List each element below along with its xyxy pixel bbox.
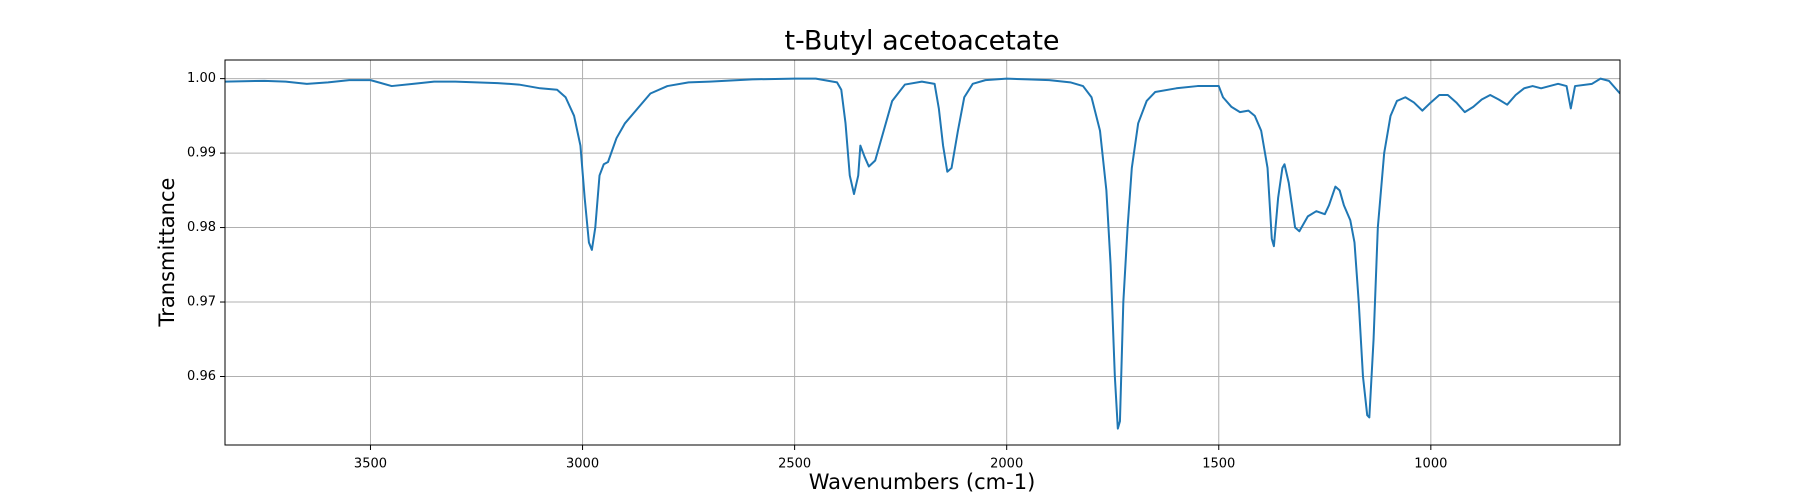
x-tick-label: 2500	[778, 457, 811, 472]
x-tick-label: 2000	[990, 457, 1023, 472]
y-axis-label: Transmittance	[155, 178, 179, 328]
plot-frame	[224, 59, 1621, 446]
chart-title: t-Butyl acetoacetate	[784, 26, 1059, 57]
y-tick-label: 0.99	[187, 146, 216, 161]
y-tick-label: 1.00	[187, 71, 216, 86]
y-tick-label: 0.96	[187, 369, 216, 384]
x-axis-label: Wavenumbers (cm-1)	[809, 470, 1036, 494]
y-tick-label: 0.98	[187, 220, 216, 235]
y-tick-label: 0.97	[187, 295, 216, 310]
x-tick-label: 1000	[1414, 457, 1447, 472]
x-tick-label: 3500	[354, 457, 387, 472]
spectrum-line	[225, 77, 1620, 430]
x-tick-label: 1500	[1202, 457, 1235, 472]
x-tick-label: 3000	[566, 457, 599, 472]
